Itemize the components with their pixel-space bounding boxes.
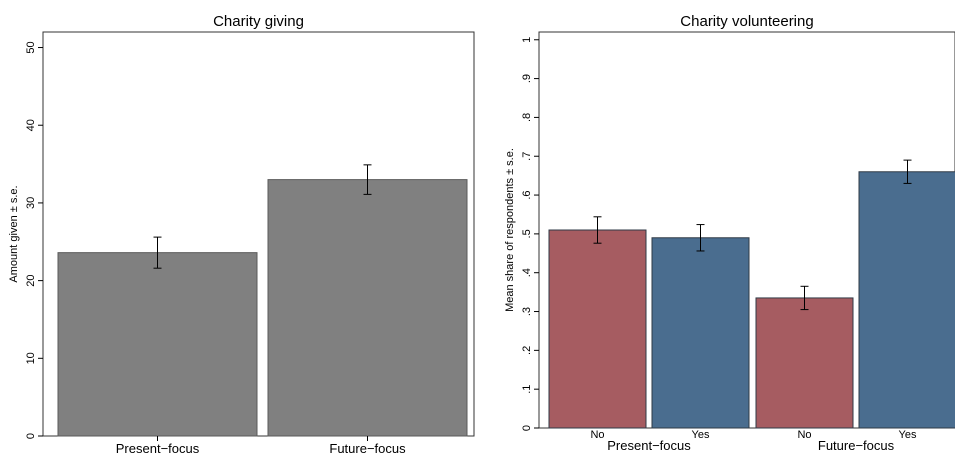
giving-y-tick-label: 30 xyxy=(25,197,37,209)
giving-y-tick-label: 0 xyxy=(25,433,37,439)
volunteering-subcategory-label: Yes xyxy=(692,429,710,441)
charity-volunteering-chart: Charity volunteering Mean share of respon… xyxy=(504,13,955,453)
volunteering-y-tick-label: .5 xyxy=(521,229,533,238)
giving-title: Charity giving xyxy=(213,13,304,30)
volunteering-y-tick-label: .6 xyxy=(521,190,533,199)
giving-y-axis-label: Amount given ± s.e. xyxy=(8,185,20,282)
volunteering-y-tick-label: 0 xyxy=(521,425,533,431)
volunteering-title: Charity volunteering xyxy=(680,13,813,30)
volunteering-bar-no xyxy=(548,229,647,429)
volunteering-group-label: Present−focus xyxy=(607,438,691,453)
volunteering-y-tick-label: .4 xyxy=(521,268,533,277)
volunteering-y-tick-label: .3 xyxy=(521,307,533,316)
giving-x-tick-label: Present−focus xyxy=(116,441,200,456)
volunteering-y-tick-label: .7 xyxy=(521,152,533,161)
volunteering-bar-yes xyxy=(858,171,955,429)
volunteering-subcategory-label: Yes xyxy=(899,429,917,441)
giving-y-tick-label: 50 xyxy=(25,41,37,53)
volunteering-y-tick-label: 1 xyxy=(521,37,533,43)
volunteering-y-tick-label: .1 xyxy=(521,385,533,394)
volunteering-group-label: Future−focus xyxy=(818,438,895,453)
giving-plot-frame xyxy=(42,31,475,437)
giving-bar xyxy=(267,179,468,437)
volunteering-y-tick-label: .9 xyxy=(521,74,533,83)
volunteering-bar-no xyxy=(755,297,854,429)
giving-bar xyxy=(57,252,258,437)
volunteering-subcategory-label: No xyxy=(797,429,811,441)
volunteering-y-tick-label: .2 xyxy=(521,346,533,355)
giving-y-tick-label: 40 xyxy=(25,119,37,131)
giving-y-tick-label: 20 xyxy=(25,274,37,286)
giving-y-tick-label: 10 xyxy=(25,352,37,364)
volunteering-y-axis-label: Mean share of respondents ± s.e. xyxy=(504,148,516,312)
volunteering-y-tick-label: .8 xyxy=(521,113,533,122)
charity-giving-chart: Charity giving Amount given ± s.e. 0 10 20 30… xyxy=(8,13,475,456)
volunteering-bar-yes xyxy=(651,237,750,429)
volunteering-subcategory-label: No xyxy=(590,429,604,441)
giving-x-tick-label: Future−focus xyxy=(329,441,406,456)
